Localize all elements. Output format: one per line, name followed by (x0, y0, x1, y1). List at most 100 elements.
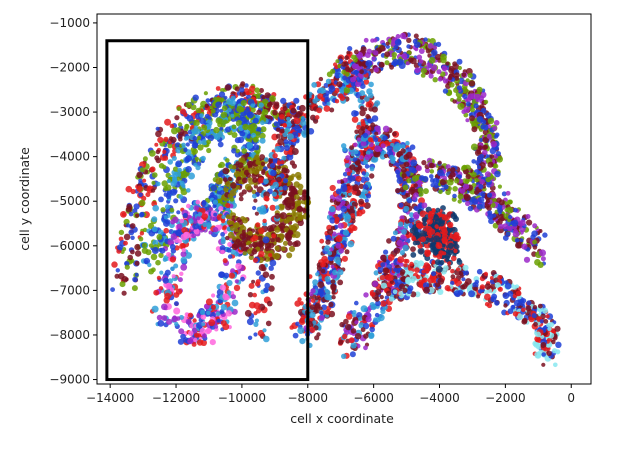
scatter-point (242, 251, 247, 256)
scatter-point (382, 125, 390, 133)
scatter-point (532, 245, 538, 250)
scatter-point (341, 200, 346, 205)
scatter-point (201, 322, 206, 327)
scatter-point (221, 122, 226, 128)
scatter-point (227, 107, 232, 113)
scatter-point (122, 247, 127, 252)
scatter-point (214, 134, 221, 141)
scatter-point (515, 290, 522, 297)
scatter-point (179, 271, 184, 276)
scatter-point (392, 131, 397, 137)
y-tick-label: −8000 (49, 328, 90, 342)
scatter-point (362, 184, 369, 190)
scatter-point (342, 75, 348, 81)
scatter-point (334, 72, 341, 79)
scatter-point (390, 235, 397, 242)
scatter-point (268, 253, 273, 258)
scatter-point (351, 116, 359, 123)
scatter-point (297, 213, 303, 219)
scatter-point (379, 295, 384, 300)
scatter-point (196, 322, 203, 329)
scatter-point (399, 271, 405, 277)
scatter-point (249, 85, 256, 93)
scatter-point (431, 260, 437, 265)
scatter-point (177, 133, 183, 139)
scatter-point (257, 329, 265, 337)
scatter-point (516, 313, 524, 321)
scatter-point (450, 274, 456, 280)
scatter-point (192, 94, 199, 101)
scatter-point (215, 101, 222, 109)
scatter-point (431, 271, 436, 277)
scatter-point (215, 311, 221, 317)
scatter-point (227, 193, 234, 199)
scatter-point (447, 242, 454, 249)
scatter-point (289, 160, 295, 166)
scatter-point (353, 142, 358, 148)
scatter-point (402, 287, 408, 293)
scatter-point (334, 99, 340, 104)
scatter-point (372, 280, 379, 287)
scatter-point (267, 300, 273, 307)
scatter-point (293, 231, 301, 239)
scatter-point (363, 96, 370, 102)
x-tick-label: −12000 (152, 391, 200, 405)
scatter-point (374, 100, 381, 106)
scatter-point (227, 176, 233, 182)
scatter-point (181, 247, 187, 253)
scatter-point (462, 93, 468, 100)
scatter-point (301, 116, 306, 121)
scatter-point (274, 146, 281, 153)
scatter-point (186, 203, 191, 209)
scatter-point (159, 270, 164, 275)
scatter-point (165, 184, 172, 191)
scatter-point (210, 108, 216, 114)
scatter-point (539, 319, 545, 324)
scatter-point (222, 258, 228, 264)
scatter-point (521, 298, 527, 304)
scatter-point (483, 271, 489, 277)
scatter-point (409, 144, 416, 150)
scatter-point (175, 288, 183, 295)
scatter-point (521, 243, 528, 250)
x-tick-label: −6000 (353, 391, 394, 405)
y-tick-label: −2000 (49, 60, 90, 74)
scatter-point (179, 170, 187, 178)
scatter-point (125, 206, 132, 213)
scatter-point (477, 165, 481, 170)
scatter-point (228, 215, 233, 220)
scatter-point (349, 351, 356, 358)
scatter-point (503, 303, 508, 308)
scatter-point (148, 268, 155, 275)
scatter-point (392, 230, 398, 236)
scatter-point (136, 185, 143, 192)
scatter-point (537, 261, 544, 268)
scatter-point (255, 279, 261, 285)
scatter-point (197, 139, 203, 145)
scatter-point (263, 178, 269, 185)
scatter-point (318, 76, 324, 82)
scatter-point (327, 250, 333, 256)
scatter-point (539, 249, 546, 257)
scatter-point (511, 219, 519, 227)
scatter-point (196, 333, 202, 338)
scatter-point (212, 199, 218, 205)
scatter-point (404, 269, 410, 275)
scatter-point (255, 241, 262, 247)
scatter-point (138, 199, 146, 207)
scatter-point (124, 264, 130, 270)
scatter-point (169, 207, 175, 213)
scatter-point (374, 145, 381, 152)
y-tick-label: −3000 (49, 105, 90, 119)
scatter-point (187, 312, 194, 318)
scatter-point (195, 199, 201, 205)
scatter-point (166, 179, 171, 184)
scatter-point (416, 274, 421, 280)
scatter-point (277, 138, 285, 146)
scatter-point (121, 276, 129, 283)
scatter-point (476, 268, 483, 275)
scatter-point (252, 177, 258, 183)
scatter-point (514, 238, 520, 243)
scatter-point (335, 259, 342, 265)
scatter-point (490, 296, 497, 303)
